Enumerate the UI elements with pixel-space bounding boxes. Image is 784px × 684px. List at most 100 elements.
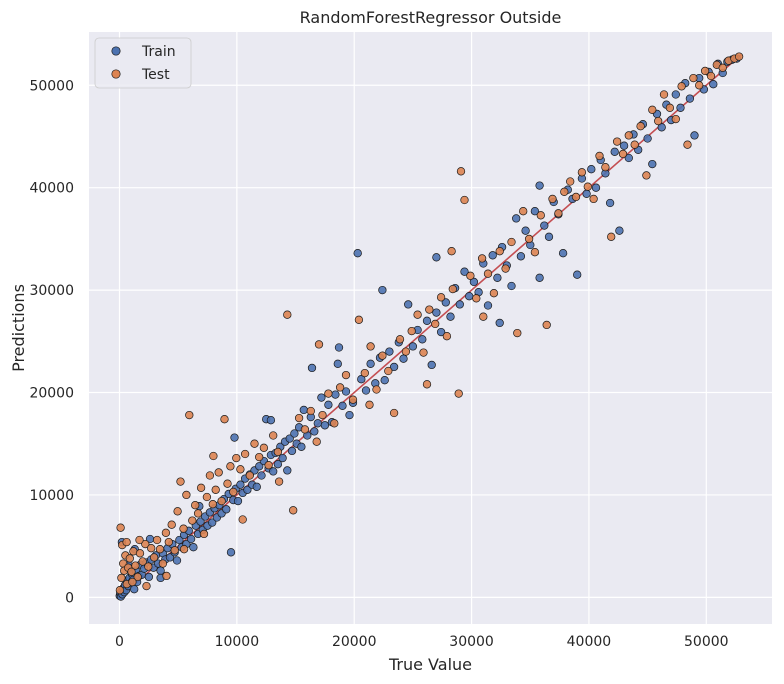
test-point [220, 415, 229, 424]
test-point [542, 320, 551, 330]
test-point [135, 549, 145, 558]
test-point [138, 557, 147, 566]
test-point [706, 71, 716, 81]
train-point [297, 442, 306, 451]
test-point [133, 572, 142, 582]
test-point [378, 351, 387, 360]
test-point [141, 539, 150, 549]
x-tick-label: 0 [115, 634, 124, 650]
test-point [460, 195, 469, 205]
test-point [176, 477, 185, 486]
test-point [250, 439, 259, 448]
test-point [147, 544, 156, 553]
test-point [560, 187, 569, 196]
train-point [357, 375, 366, 384]
test-point [274, 477, 284, 486]
train-point [404, 300, 413, 309]
train-point [455, 300, 464, 309]
train-point [493, 273, 502, 282]
test-point [360, 368, 369, 378]
train-point [257, 471, 266, 480]
train-point [521, 226, 530, 235]
train-point [310, 427, 319, 436]
test-point [454, 389, 463, 398]
train-point [345, 410, 354, 420]
test-point [214, 468, 223, 477]
test-point [259, 443, 269, 452]
test-point [683, 140, 692, 149]
legend: Train Test [94, 37, 192, 89]
train-point [186, 534, 196, 544]
test-point [116, 523, 125, 532]
test-point [601, 163, 610, 172]
test-point [589, 194, 598, 204]
train-point [427, 360, 436, 370]
legend-label-train: Train [141, 44, 176, 60]
test-point [193, 509, 203, 518]
train-point [615, 226, 624, 235]
test-point [199, 529, 209, 539]
train-point [334, 343, 344, 352]
train-point [657, 123, 666, 132]
test-point [665, 103, 675, 112]
train-point [432, 308, 441, 317]
y-tick-label: 50000 [29, 78, 74, 94]
train-point [230, 433, 239, 442]
train-point [236, 480, 245, 489]
test-point [366, 342, 375, 351]
test-point [695, 81, 704, 90]
test-point [264, 461, 273, 470]
test-point [456, 167, 466, 176]
train-point [144, 572, 154, 582]
test-point [127, 567, 136, 576]
train-point [441, 298, 450, 307]
train-point [582, 189, 591, 198]
test-point [179, 524, 188, 533]
train-point [313, 419, 322, 428]
test-point [318, 410, 327, 420]
test-point [442, 332, 452, 341]
train-point [483, 301, 493, 310]
y-tick-label: 30000 [29, 283, 74, 299]
train-point [226, 548, 236, 557]
test-point [185, 410, 194, 420]
train-point [535, 181, 544, 190]
train-point [320, 421, 330, 430]
test-point [330, 419, 339, 428]
test-point [612, 137, 622, 146]
y-tick-label: 10000 [29, 488, 74, 504]
legend-marker-test [111, 69, 121, 79]
test-point [583, 182, 592, 191]
test-point [306, 406, 315, 416]
test-point [507, 237, 516, 247]
train-point [465, 292, 474, 301]
test-point [142, 581, 151, 591]
train-point [172, 556, 182, 565]
test-point [170, 546, 179, 555]
train-point [278, 453, 287, 463]
test-point [689, 73, 698, 83]
train-point [643, 134, 652, 143]
test-point [289, 506, 298, 515]
train-point [380, 376, 389, 385]
train-point [341, 387, 351, 396]
test-point [208, 500, 217, 509]
test-point [519, 207, 528, 216]
test-point [483, 269, 493, 278]
test-point [161, 528, 171, 537]
test-point [240, 449, 250, 459]
test-point [348, 395, 358, 404]
train-point [290, 429, 299, 438]
series-test [115, 52, 744, 595]
test-point [182, 490, 191, 500]
train-point [446, 312, 455, 321]
train-point [605, 198, 615, 208]
test-point [269, 431, 278, 440]
train-point [408, 342, 418, 351]
test-point [413, 310, 422, 319]
test-point [314, 340, 324, 349]
test-point [294, 413, 304, 423]
train-point [252, 482, 261, 491]
train-point [469, 277, 479, 287]
x-tick-label: 40000 [567, 634, 612, 650]
